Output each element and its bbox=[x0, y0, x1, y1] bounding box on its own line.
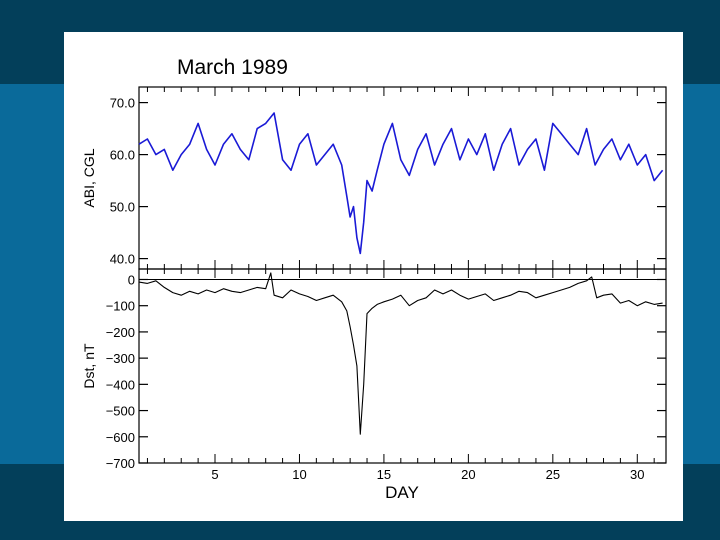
dst-y-axis-label: Dst, nT bbox=[81, 343, 97, 389]
chart-figure: March 1989 DAY 70.0 60.0 50.0 40.0 ABI, CGL 0… bbox=[81, 56, 667, 502]
dst-ytick-label: −600 bbox=[106, 430, 135, 445]
abi-ytick-label: 60.0 bbox=[110, 148, 135, 163]
chart-panels: 70.0 60.0 50.0 40.0 ABI, CGL 0 −100 −200 −300 −40… bbox=[81, 86, 667, 482]
x-tick-label: 15 bbox=[377, 467, 391, 482]
figure-sheet: March 1989 DAY 70.0 60.0 50.0 40.0 ABI, CGL 0… bbox=[64, 32, 683, 521]
dst-ytick-label: −100 bbox=[106, 299, 135, 314]
x-tick-label: 10 bbox=[292, 467, 306, 482]
x-tick-label: 25 bbox=[546, 467, 560, 482]
x-tick-label: 30 bbox=[630, 467, 644, 482]
x-axis-label: DAY bbox=[385, 483, 419, 502]
dst-frame bbox=[138, 268, 667, 464]
abi-ytick-label: 50.0 bbox=[110, 200, 135, 215]
abi-ytick-label: 70.0 bbox=[110, 96, 135, 111]
abi-series-line bbox=[138, 112, 664, 255]
abi-y-axis-label: ABI, CGL bbox=[81, 148, 97, 207]
abi-frame bbox=[138, 86, 667, 270]
dst-ytick-label: −700 bbox=[106, 456, 135, 471]
dst-series-line bbox=[138, 272, 663, 435]
dst-ytick-label: −200 bbox=[106, 325, 135, 340]
dst-ytick-label: −400 bbox=[106, 377, 135, 392]
chart-title: March 1989 bbox=[177, 56, 288, 79]
dst-ytick-label: −500 bbox=[106, 404, 135, 419]
x-tick-label: 20 bbox=[461, 467, 475, 482]
dst-ytick-label: −300 bbox=[106, 351, 135, 366]
abi-ytick-label: 40.0 bbox=[110, 252, 135, 267]
x-tick-label: 5 bbox=[211, 467, 218, 482]
dst-ytick-label: 0 bbox=[128, 272, 135, 287]
